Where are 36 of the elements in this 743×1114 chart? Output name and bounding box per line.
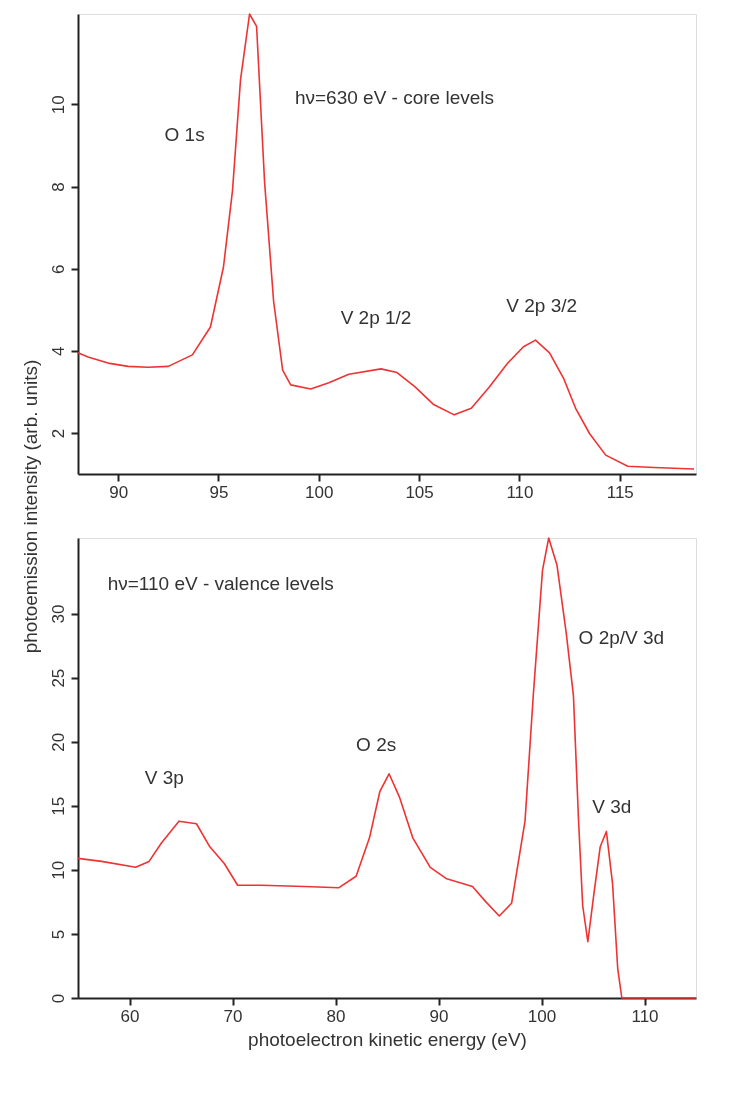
y-tick-label: 4: [48, 346, 68, 357]
y-axis-title: photoemission intensity (arb. units): [19, 359, 41, 654]
x-tick-label: 90: [429, 1006, 449, 1026]
line-series: [77, 13, 695, 470]
y-tick-label: 30: [48, 604, 68, 624]
y-tick-label: 2: [48, 428, 68, 439]
x-tick-label: 90: [109, 482, 129, 502]
x-tick-label: 105: [405, 482, 434, 502]
annotation: O 2s: [356, 734, 397, 756]
y-tick-label: 0: [48, 993, 68, 1004]
annotation: hν=630 eV - core levels: [294, 87, 495, 109]
annotation: V 3d: [592, 796, 632, 818]
y-tick-label: 25: [48, 668, 68, 688]
y-tick-label: 20: [48, 732, 68, 752]
annotation: hν=110 eV - valence levels: [107, 573, 334, 594]
x-tick-label: 95: [209, 482, 229, 502]
y-tick-label: 10: [48, 860, 68, 880]
annotation: V 3p: [144, 766, 184, 788]
annotation: O 2p/V 3d: [578, 626, 665, 648]
x-tick-label: 110: [506, 482, 534, 502]
x-tick-label: 100: [305, 482, 334, 502]
annotation: V 2p 3/2: [506, 294, 578, 316]
y-tick-label: 15: [48, 796, 68, 816]
x-tick-label: 115: [606, 482, 634, 502]
y-tick-label: 8: [48, 182, 68, 192]
annotation: V 2p 1/2: [340, 307, 412, 329]
y-tick-label: 10: [48, 95, 68, 115]
y-tick-label: 6: [48, 264, 68, 274]
y-tick-label: 5: [48, 929, 68, 940]
x-tick-label: 100: [527, 1006, 557, 1026]
x-tick-label: 70: [223, 1006, 243, 1026]
x-tick-label: 80: [326, 1006, 346, 1026]
x-tick-label: 110: [631, 1006, 659, 1026]
x-axis-title: photoelectron kinetic energy (eV): [248, 1028, 527, 1050]
x-tick-label: 60: [120, 1006, 140, 1026]
annotation: O 1s: [164, 124, 205, 146]
